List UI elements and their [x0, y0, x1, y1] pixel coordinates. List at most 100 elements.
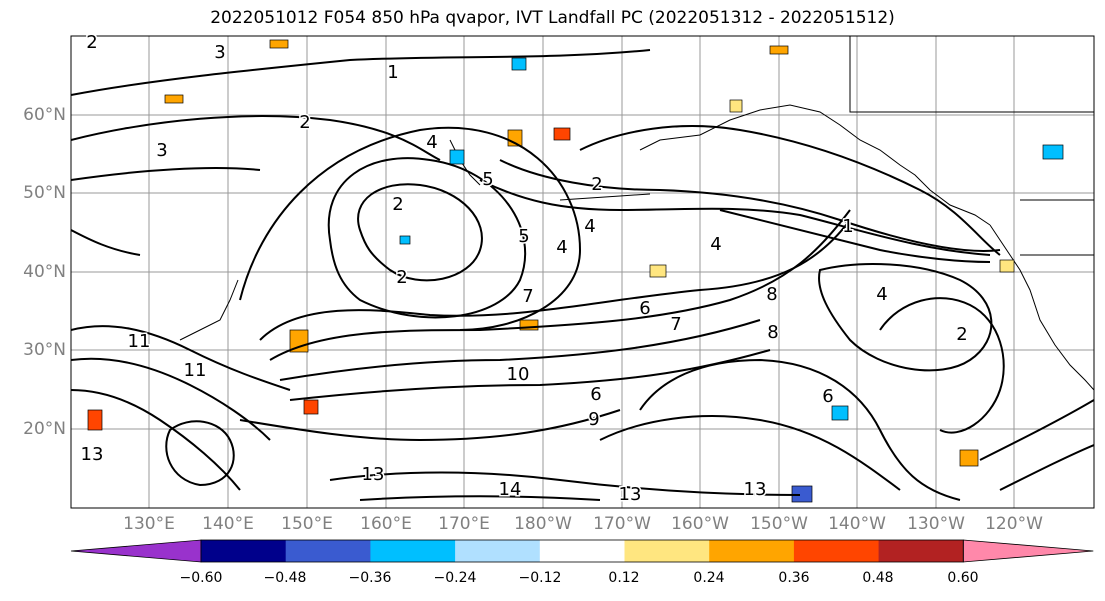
- colorbar-segment: [539, 540, 625, 562]
- contour-line: [579, 125, 1001, 256]
- lon-label-150e: 150°E: [281, 514, 333, 534]
- colorbar-tick-label: 0.60: [947, 570, 979, 586]
- lon-label-130e: 130°E: [123, 514, 175, 534]
- anomaly-patch: [449, 149, 465, 165]
- contour-label: 5: [482, 169, 493, 190]
- lon-label-170w: 170°W: [593, 514, 651, 534]
- contour-label: 8: [766, 284, 777, 305]
- colorbar-tick-label: 0.12: [608, 570, 640, 586]
- contour-line: [71, 325, 291, 391]
- colorbar: [70, 539, 1094, 563]
- gridlines: [71, 36, 1094, 508]
- lon-label-140e: 140°E: [202, 514, 254, 534]
- lon-label-140w: 140°W: [828, 514, 886, 534]
- contour-label: 7: [670, 314, 681, 335]
- contour-label: 8: [767, 322, 778, 343]
- colorbar-segment: [370, 540, 456, 562]
- colorbar-segment: [624, 540, 710, 562]
- anomaly-patch: [959, 449, 979, 467]
- contour-line: [719, 209, 991, 263]
- aleutian-chain: [559, 193, 651, 201]
- colorbar-segment: [285, 540, 371, 562]
- contour-label: 3: [156, 140, 167, 161]
- contour-label: 11: [184, 360, 207, 381]
- lon-label-130w: 130°W: [907, 514, 965, 534]
- contour-label: 2: [396, 267, 407, 288]
- colorbar-tick-label: 0.48: [862, 570, 894, 586]
- lat-label-50n: 50°N: [23, 183, 66, 203]
- contour-line: [639, 358, 961, 501]
- colorbar-extend-high: [962, 539, 1094, 563]
- contour-label: 9: [588, 409, 599, 430]
- contour-line: [71, 49, 651, 96]
- anomaly-patch: [164, 94, 184, 104]
- contour-label: 4: [426, 132, 437, 153]
- contour-line: [71, 115, 441, 161]
- state-border: [849, 36, 1094, 113]
- contour-label: 4: [584, 216, 595, 237]
- anomaly-patch: [303, 399, 319, 415]
- contour-line: [279, 319, 761, 381]
- contour-label: 6: [639, 298, 650, 319]
- contour-label: 13: [362, 464, 385, 485]
- canada-coast: [989, 224, 1094, 391]
- contour-line: [499, 159, 1001, 252]
- contour-line: [879, 297, 1005, 434]
- contour-line: [165, 420, 235, 487]
- contour-label: 11: [128, 331, 151, 352]
- lon-label-160e: 160°E: [360, 514, 412, 534]
- colorbar-tick-label: −0.24: [433, 570, 477, 586]
- colorbar-extend-low: [70, 539, 202, 563]
- colorbar-tick-label: −0.36: [348, 570, 392, 586]
- contour-label: 4: [876, 284, 887, 305]
- anomaly-patch: [1042, 144, 1064, 160]
- lon-label-120w: 120°W: [985, 514, 1043, 534]
- anomaly-patch: [511, 57, 527, 71]
- contour-label: 2: [956, 324, 967, 345]
- colorbar-tick-label: 0.36: [778, 570, 810, 586]
- contour-line: [327, 157, 527, 319]
- contour-label: 1: [842, 216, 853, 237]
- lat-label-20n: 20°N: [23, 419, 66, 439]
- colorbar-segment: [455, 540, 541, 562]
- contour-line: [259, 219, 851, 341]
- contour-label: 13: [619, 484, 642, 505]
- lon-label-160w: 160°W: [671, 514, 729, 534]
- contour-line: [359, 495, 601, 501]
- anomaly-patch: [289, 329, 309, 353]
- anomaly-patch: [769, 45, 789, 55]
- lon-label-180w: 180°W: [514, 514, 572, 534]
- contour-line: [71, 389, 241, 491]
- anomaly-patch: [831, 405, 849, 421]
- contour-line: [999, 444, 1094, 491]
- contour-line: [71, 229, 141, 256]
- anomaly-patch: [553, 127, 571, 141]
- contour-label: 2: [591, 174, 602, 195]
- colorbar-tick-label: −0.12: [518, 570, 562, 586]
- lon-label-150w: 150°W: [750, 514, 808, 534]
- anomaly-patch: [999, 259, 1015, 273]
- contour-line: [71, 167, 261, 181]
- colorbar-tick-label: 0.24: [693, 570, 725, 586]
- contour-label: 3: [214, 42, 225, 63]
- lat-label-30n: 30°N: [23, 340, 66, 360]
- contour-line: [239, 126, 582, 331]
- contour-label: 13: [744, 479, 767, 500]
- contour-label: 5: [518, 226, 529, 247]
- colorbar-segment: [709, 540, 795, 562]
- map-title: 2022051012 F054 850 hPa qvapor, IVT Land…: [210, 8, 895, 28]
- lat-label-60n: 60°N: [23, 105, 66, 125]
- ivt-contours: [71, 49, 1094, 501]
- contour-label: 4: [556, 237, 567, 258]
- contour-line: [239, 409, 621, 442]
- colorbar-segment: [201, 540, 287, 562]
- contour-label: 2: [392, 194, 403, 215]
- shaded-anomalies: [87, 39, 1064, 503]
- contour-label: 2: [86, 32, 97, 53]
- anomaly-patch: [399, 235, 411, 245]
- contour-label: 4: [710, 234, 721, 255]
- contour-label: 6: [590, 384, 601, 405]
- contour-label: 6: [822, 386, 833, 407]
